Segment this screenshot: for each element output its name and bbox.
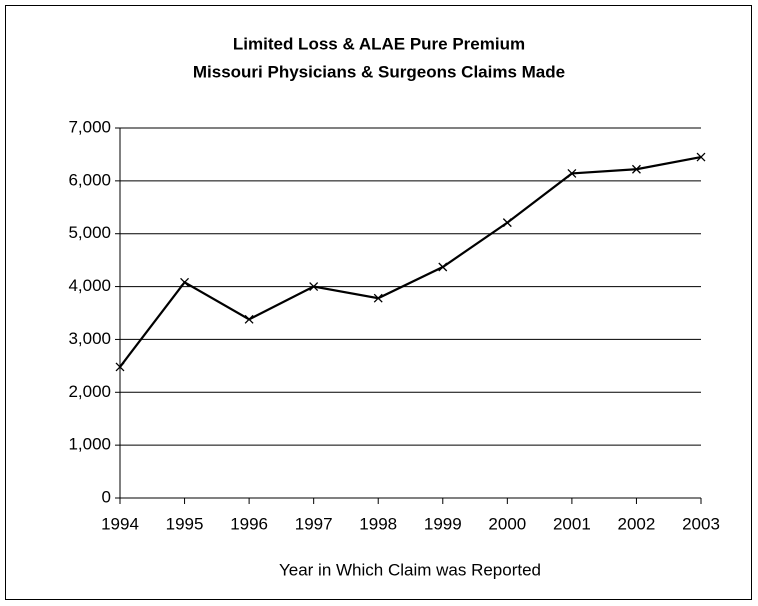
chart-border — [5, 5, 752, 600]
data-marker — [115, 362, 125, 372]
chart-subtitle: Missouri Physicians & Surgeons Claims Ma… — [193, 62, 565, 81]
x-tick-label: 2002 — [618, 514, 656, 533]
x-tick-label: 1999 — [424, 514, 462, 533]
y-tick-label: 2,000 — [68, 382, 111, 401]
data-marker — [309, 282, 319, 292]
x-tick-label: 2003 — [682, 514, 720, 533]
x-tick-label: 1997 — [295, 514, 333, 533]
y-tick-label: 3,000 — [68, 329, 111, 348]
data-marker — [567, 168, 577, 178]
data-marker — [696, 152, 706, 162]
data-line — [119, 155, 702, 368]
chart-title: Limited Loss & ALAE Pure Premium — [233, 34, 525, 53]
x-axis-title: Year in Which Claim was Reported — [279, 560, 541, 579]
y-tick-label: 4,000 — [68, 276, 111, 295]
data-marker — [631, 164, 641, 174]
x-tick-label: 1998 — [359, 514, 397, 533]
data-marker — [438, 262, 448, 272]
x-tick-label: 1994 — [101, 514, 139, 533]
y-tick-label: 7,000 — [68, 117, 111, 136]
x-tick-label: 2000 — [488, 514, 526, 533]
y-tick-label: 0 — [102, 487, 111, 506]
data-marker — [180, 277, 190, 287]
y-tick-label: 6,000 — [68, 170, 111, 189]
y-tick-label: 5,000 — [68, 223, 111, 242]
x-tick-label: 2001 — [553, 514, 591, 533]
data-marker — [373, 293, 383, 303]
x-tick-label: 1995 — [166, 514, 204, 533]
data-marker — [502, 218, 512, 228]
data-marker — [244, 314, 254, 324]
y-tick-label: 1,000 — [68, 435, 111, 454]
x-tick-label: 1996 — [230, 514, 268, 533]
